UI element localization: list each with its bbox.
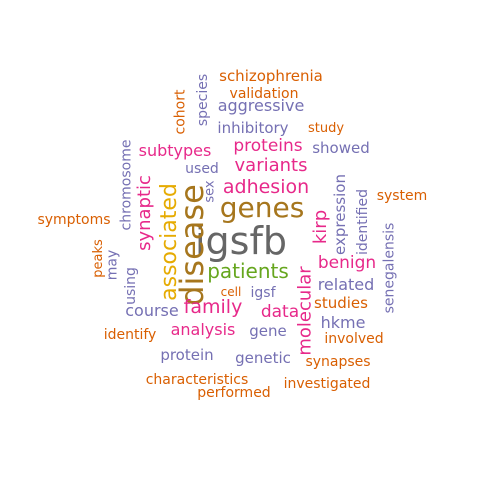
- word-using: using: [122, 267, 139, 305]
- word-course: course: [125, 301, 179, 320]
- word-sex: sex: [202, 179, 218, 203]
- word-family: family: [183, 295, 243, 318]
- word-associated: associated: [157, 183, 182, 301]
- word-gene: gene: [249, 321, 287, 340]
- word-senegalensis: senegalensis: [381, 222, 397, 314]
- word-genes: genes: [219, 191, 305, 224]
- word-characteristics: characteristics: [145, 372, 249, 388]
- word-patients: patients: [207, 259, 289, 283]
- word-identify: identify: [103, 327, 157, 343]
- word-related: related: [317, 275, 375, 294]
- word-kirp: kirp: [309, 209, 331, 245]
- word-system: system: [376, 188, 428, 204]
- word-investigated: investigated: [283, 376, 371, 392]
- word-involved: involved: [324, 331, 384, 347]
- word-synaptic: synaptic: [133, 175, 155, 251]
- word-expression: expression: [330, 173, 349, 255]
- word-validation: validation: [229, 86, 299, 102]
- word-proteins: proteins: [233, 135, 303, 156]
- word-data: data: [260, 301, 300, 322]
- word-variants: variants: [234, 155, 308, 176]
- word-study: study: [307, 120, 345, 136]
- word-igsf: igsf: [250, 285, 276, 301]
- word-used: used: [185, 161, 219, 177]
- word-cohort: cohort: [171, 89, 188, 135]
- word-adhesion: adhesion: [222, 175, 310, 198]
- word-aggressive: aggressive: [217, 96, 305, 115]
- word-analysis: analysis: [170, 320, 236, 339]
- word-benign: benign: [317, 252, 377, 273]
- word-inhibitory: inhibitory: [217, 118, 289, 137]
- word-studies: studies: [314, 293, 368, 312]
- word-performed: performed: [197, 385, 271, 401]
- word-cell: cell: [220, 285, 242, 299]
- word-symptoms: symptoms: [37, 212, 111, 228]
- word-identified: identified: [355, 189, 371, 255]
- word-schizophrenia: schizophrenia: [219, 66, 323, 85]
- word-species: species: [194, 73, 211, 127]
- word-may: may: [103, 249, 120, 281]
- word-showed: showed: [312, 138, 370, 157]
- word-molecular: molecular: [294, 266, 316, 356]
- word-synapses: synapses: [305, 354, 371, 370]
- word-hkme: hkme: [320, 313, 366, 332]
- word-subtypes: subtypes: [138, 141, 212, 160]
- word-igsfb: igsfb: [195, 219, 287, 263]
- word-peaks: peaks: [90, 238, 106, 278]
- word-genetic: genetic: [235, 348, 291, 367]
- word-chromosome: chromosome: [118, 139, 134, 231]
- word-protein: protein: [160, 345, 214, 364]
